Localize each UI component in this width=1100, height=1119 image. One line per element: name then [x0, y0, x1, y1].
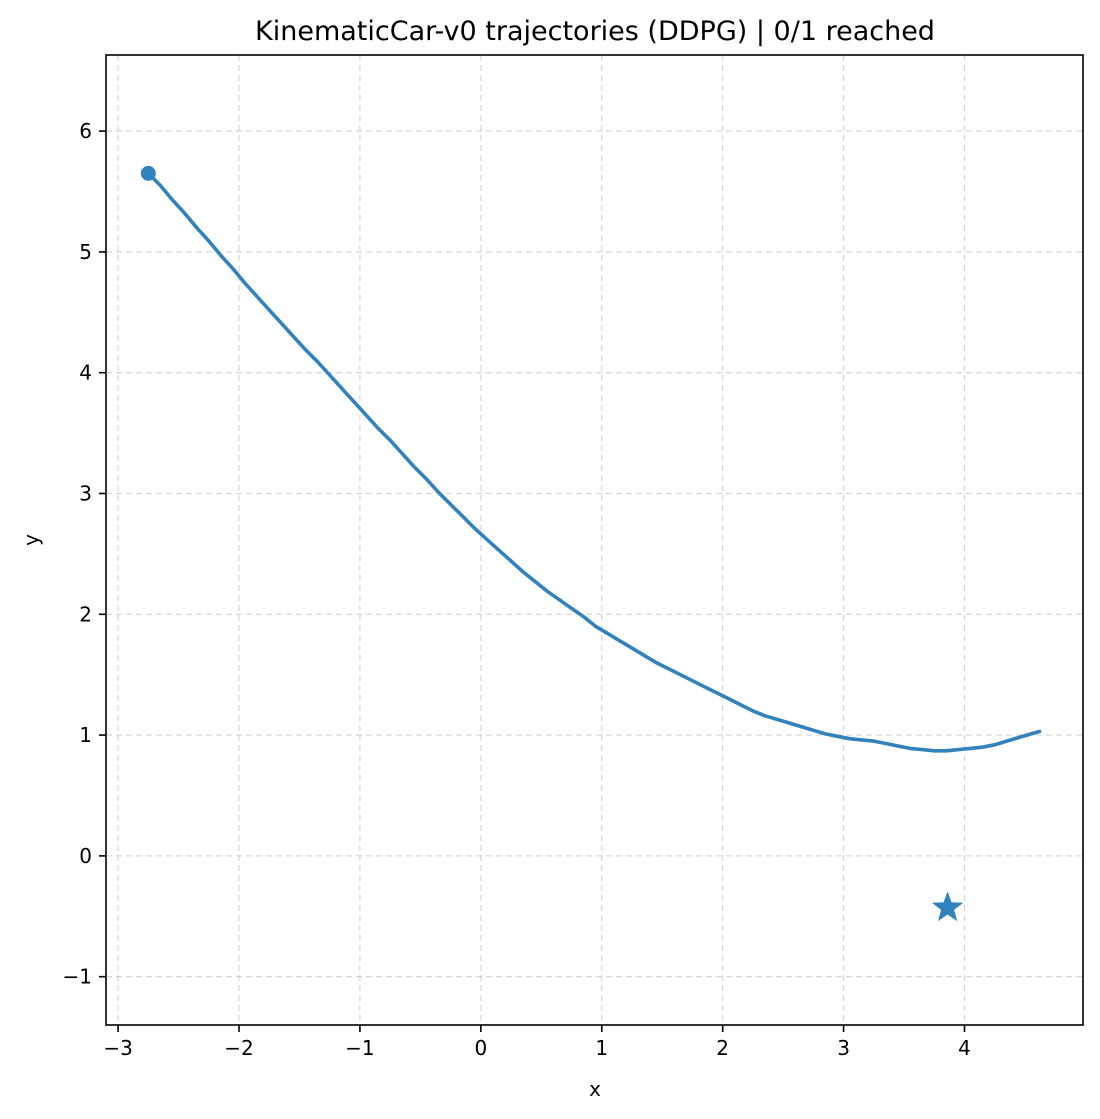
trajectory-line [146, 171, 1042, 753]
y-tick-label: 1 [79, 723, 92, 747]
x-tick-label: −3 [103, 1036, 132, 1060]
y-tick-label: −1 [63, 965, 92, 989]
plot-area [140, 165, 1042, 922]
y-tick-label: 2 [79, 602, 92, 626]
goal-star-marker [931, 891, 964, 922]
y-tick-label: 4 [79, 361, 92, 385]
x-tick-label: 0 [474, 1036, 487, 1060]
x-tick-label: 1 [595, 1036, 608, 1060]
y-tick-label: 0 [79, 844, 92, 868]
x-axis-ticks: −3 −2 −1 0 1 2 3 4 [103, 1025, 971, 1060]
start-point-marker [140, 165, 156, 181]
x-tick-label: 4 [958, 1036, 971, 1060]
y-axis-ticks: −1 0 1 2 3 4 5 6 [63, 119, 106, 989]
x-tick-label: −2 [224, 1036, 253, 1060]
plot-frame [105, 54, 1084, 1026]
y-tick-label: 6 [79, 119, 92, 143]
y-axis-label: y [19, 534, 43, 546]
x-tick-label: 3 [837, 1036, 850, 1060]
x-tick-label: 2 [716, 1036, 729, 1060]
y-tick-label: 5 [79, 240, 92, 264]
x-axis-label: x [589, 1077, 601, 1101]
grid-lines [106, 55, 1083, 1025]
chart-title: KinematicCar-v0 trajectories (DDPG) | 0/… [255, 16, 935, 47]
y-tick-label: 3 [79, 481, 92, 505]
x-tick-label: −1 [345, 1036, 374, 1060]
